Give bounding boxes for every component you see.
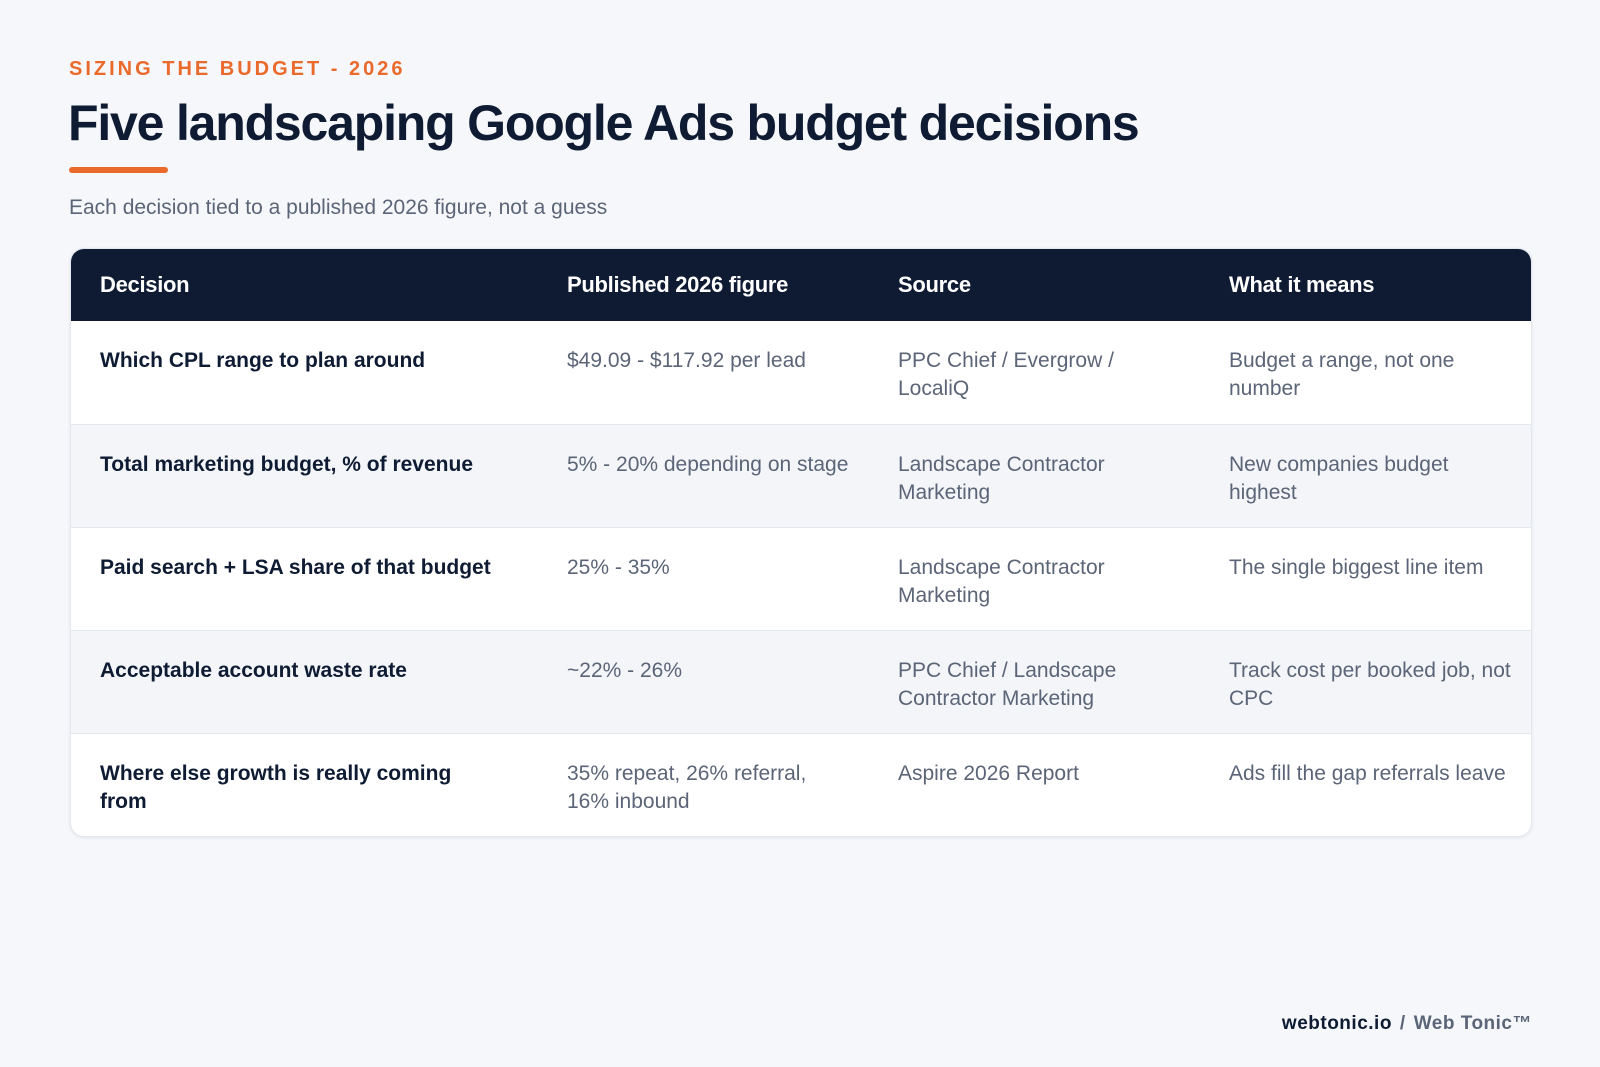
title-accent-bar xyxy=(69,167,168,173)
source-cell: PPC Chief / Landscape Contractor Marketi… xyxy=(898,658,1117,710)
table-header-row: Decision Published 2026 figure Source Wh… xyxy=(71,249,1531,321)
figure-cell: ~22% - 26% xyxy=(567,658,682,682)
meaning-cell: New companies budget highest xyxy=(1229,452,1449,504)
table-row: Paid search + LSA share of that budget 2… xyxy=(71,527,1531,630)
decisions-table: Decision Published 2026 figure Source Wh… xyxy=(71,249,1531,836)
column-header-meaning: What it means xyxy=(1229,272,1375,297)
source-cell: Landscape Contractor Marketing xyxy=(898,452,1105,504)
figure-cell: 25% - 35% xyxy=(567,555,670,579)
table-row: Which CPL range to plan around $49.09 - … xyxy=(71,321,1531,424)
footer-site-link[interactable]: webtonic.io xyxy=(1281,1013,1392,1034)
column-header-figure: Published 2026 figure xyxy=(567,272,789,297)
meaning-cell: The single biggest line item xyxy=(1229,555,1484,579)
decision-cell: Where else growth is really coming from xyxy=(100,761,452,813)
table-body: Which CPL range to plan around $49.09 - … xyxy=(71,321,1531,836)
footer-credit: webtonic.io / Web Tonic™ xyxy=(1282,1013,1532,1035)
source-cell: Aspire 2026 Report xyxy=(898,761,1079,785)
figure-cell: 35% repeat, 26% referral, 16% inbound xyxy=(567,761,807,813)
meaning-cell: Budget a range, not one number xyxy=(1229,349,1455,400)
table-row: Where else growth is really coming from … xyxy=(71,733,1531,836)
meaning-cell: Ads fill the gap referrals leave xyxy=(1229,761,1506,785)
table-row: Acceptable account waste rate ~22% - 26%… xyxy=(71,630,1531,733)
eyebrow-label: SIZING THE BUDGET - 2026 xyxy=(69,58,406,80)
decisions-table-card: Decision Published 2026 figure Source Wh… xyxy=(70,248,1532,837)
decision-cell: Total marketing budget, % of revenue xyxy=(100,452,473,476)
footer-brand: Web Tonic™ xyxy=(1413,1013,1532,1034)
source-cell: Landscape Contractor Marketing xyxy=(898,555,1105,607)
column-header-source: Source xyxy=(898,272,971,297)
decision-cell: Which CPL range to plan around xyxy=(100,349,426,372)
column-header-decision: Decision xyxy=(100,272,190,297)
source-cell: PPC Chief / Evergrow / LocaliQ xyxy=(898,349,1114,400)
page-subtitle: Each decision tied to a published 2026 f… xyxy=(69,196,608,219)
table-header: Decision Published 2026 figure Source Wh… xyxy=(71,249,1531,321)
meaning-cell: Track cost per booked job, not CPC xyxy=(1229,658,1511,710)
table-row: Total marketing budget, % of revenue 5% … xyxy=(71,424,1531,527)
page-title: Five landscaping Google Ads budget decis… xyxy=(68,95,1140,151)
decision-cell: Paid search + LSA share of that budget xyxy=(100,555,491,579)
figure-cell: 5% - 20% depending on stage xyxy=(567,452,849,476)
figure-cell: $49.09 - $117.92 per lead xyxy=(567,349,806,372)
decision-cell: Acceptable account waste rate xyxy=(100,658,407,682)
footer-separator: / xyxy=(1399,1013,1406,1034)
